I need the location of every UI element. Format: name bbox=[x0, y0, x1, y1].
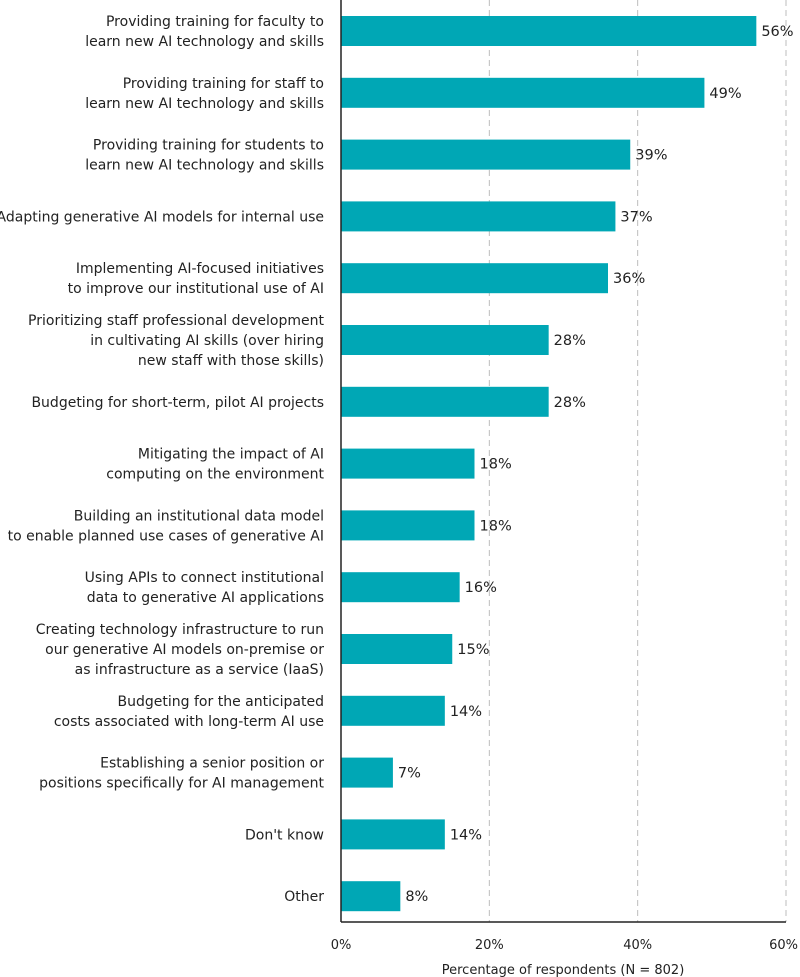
bar-2 bbox=[341, 139, 631, 170]
value-label-12: 7% bbox=[398, 766, 421, 782]
category-label-5: Prioritizing staff professional developm… bbox=[28, 313, 324, 369]
bar-10 bbox=[341, 634, 453, 664]
value-label-8: 18% bbox=[480, 518, 512, 534]
value-label-11: 14% bbox=[450, 704, 482, 720]
value-label-1: 49% bbox=[709, 86, 741, 102]
bar-3 bbox=[341, 201, 616, 232]
category-label-9: Using APIs to connect institutional data … bbox=[85, 570, 324, 606]
category-label-0: Providing training for faculty to learn n… bbox=[85, 14, 324, 50]
value-label-13: 14% bbox=[450, 827, 482, 843]
value-label-6: 28% bbox=[554, 395, 586, 411]
value-label-14: 8% bbox=[405, 889, 428, 905]
bar-7 bbox=[341, 448, 475, 479]
category-label-11: Budgeting for the anticipated costs assoc… bbox=[54, 694, 324, 730]
category-label-2: Providing training for students to learn … bbox=[85, 138, 324, 174]
category-label-12: Establishing a senior position or positio… bbox=[39, 756, 324, 792]
category-label-14: Other bbox=[284, 889, 324, 905]
category-labels: Providing training for faculty to learn n… bbox=[0, 14, 325, 905]
bar-1 bbox=[341, 77, 705, 108]
category-label-6: Budgeting for short-term, pilot AI proje… bbox=[31, 395, 324, 411]
bar-9 bbox=[341, 572, 460, 603]
category-label-8: Building an institutional data model to e… bbox=[8, 508, 324, 544]
category-label-10: Creating technology infrastructure to ru… bbox=[36, 622, 324, 678]
x-tick-labels: 0% 20% 40% 60% bbox=[331, 938, 798, 953]
x-tick-label-20: 20% bbox=[475, 938, 504, 953]
bar-8 bbox=[341, 510, 475, 541]
x-tick-label-60: 60% bbox=[769, 938, 798, 953]
category-label-13: Don't know bbox=[245, 827, 324, 843]
bar-4 bbox=[341, 263, 608, 294]
value-label-5: 28% bbox=[554, 333, 586, 349]
gridlines bbox=[488, 0, 787, 922]
x-tick-label-40: 40% bbox=[623, 938, 652, 953]
value-label-7: 18% bbox=[480, 457, 512, 473]
value-label-3: 37% bbox=[620, 209, 652, 225]
bar-12 bbox=[341, 757, 393, 788]
value-label-4: 36% bbox=[613, 271, 645, 287]
bar-0 bbox=[341, 16, 757, 46]
x-tick-label-0: 0% bbox=[331, 938, 352, 953]
value-label-0: 56% bbox=[761, 24, 793, 40]
bar-13 bbox=[341, 819, 445, 850]
bar-5 bbox=[341, 325, 549, 355]
category-label-4: Implementing AI-focused initiatives to im… bbox=[68, 261, 324, 297]
value-labels: 56% 49% 39% 37% 36% 28% 28% 18% 18% 16% 15% 14% 7% 14… bbox=[398, 24, 794, 905]
bar-6 bbox=[341, 386, 549, 417]
bar-14 bbox=[341, 881, 401, 912]
value-label-9: 16% bbox=[465, 580, 497, 596]
category-label-7: Mitigating the impact of AI computing on … bbox=[106, 447, 324, 483]
value-label-2: 39% bbox=[635, 148, 667, 164]
value-label-10: 15% bbox=[457, 642, 489, 658]
category-label-3: Adapting generative AI models for intern… bbox=[0, 209, 324, 225]
axes bbox=[340, 0, 786, 923]
x-axis-title: Percentage of respondents (N = 802) bbox=[442, 963, 685, 977]
bars bbox=[341, 16, 757, 912]
category-label-1: Providing training for staff to learn new… bbox=[85, 76, 324, 112]
bar-11 bbox=[341, 695, 445, 726]
